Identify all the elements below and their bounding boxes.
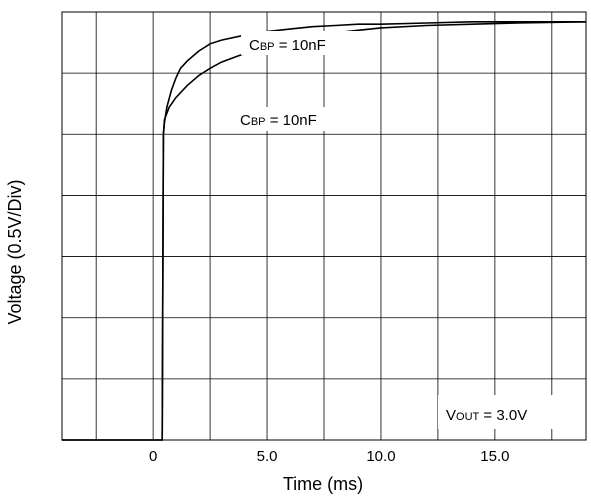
series-label-1: CBP = 10nF <box>241 31 376 55</box>
x-tick-label: 0 <box>149 448 157 465</box>
svg-text:CBP = 10nF: CBP = 10nF <box>240 112 317 129</box>
x-tick-label: 10.0 <box>366 448 395 465</box>
svg-text:VOUT = 3.0V: VOUT = 3.0V <box>446 407 527 424</box>
x-tick-label: 15.0 <box>480 448 509 465</box>
y-axis-title: Voltage (0.5V/Div) <box>5 179 25 324</box>
x-axis-title: Time (ms) <box>283 474 363 494</box>
svg-text:CBP = 10nF: CBP = 10nF <box>249 37 326 54</box>
series-label-2: CBP = 10nF <box>233 107 371 131</box>
vout-annotation: VOUT = 3.0V <box>438 395 578 429</box>
series-line-1 <box>62 21 586 441</box>
x-tick-label: 5.0 <box>257 448 278 465</box>
x-tick-labels: 0 5.0 10.0 15.0 <box>149 448 510 465</box>
grid <box>62 12 586 440</box>
plot-frame <box>61 11 587 441</box>
